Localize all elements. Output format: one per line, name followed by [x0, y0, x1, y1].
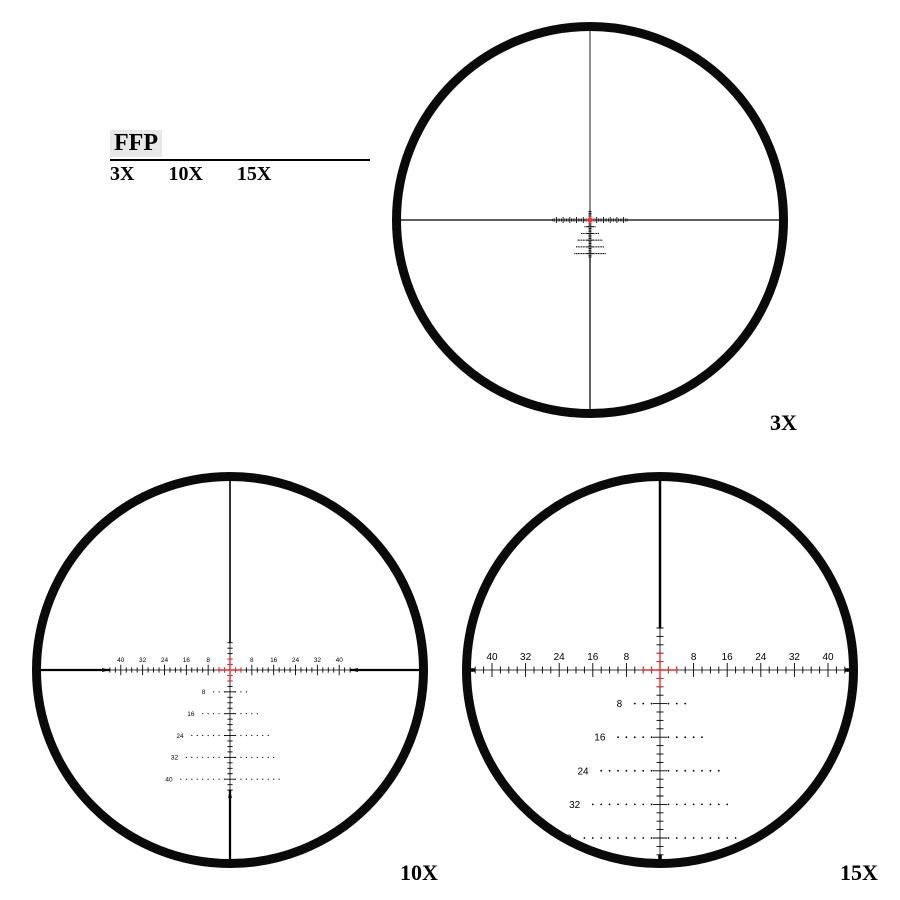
svg-text:16: 16: [594, 733, 606, 744]
svg-text:40: 40: [336, 657, 344, 664]
svg-text:16: 16: [187, 711, 195, 718]
svg-text:32: 32: [139, 657, 147, 664]
scope-label-10x: 10X: [400, 860, 438, 886]
scope-3x: 3X: [390, 20, 790, 420]
ffp-item: 3X: [110, 163, 134, 186]
svg-text:40: 40: [117, 657, 125, 664]
svg-text:32: 32: [569, 800, 581, 811]
ffp-items: 3X 10X 15X: [110, 159, 370, 186]
scope-label-15x: 15X: [840, 860, 878, 886]
svg-text:32: 32: [520, 652, 532, 663]
svg-text:8: 8: [206, 657, 210, 664]
svg-text:24: 24: [577, 766, 589, 777]
svg-text:24: 24: [554, 652, 566, 663]
svg-text:8: 8: [691, 652, 697, 663]
svg-text:32: 32: [171, 755, 179, 762]
ffp-legend: FFP 3X 10X 15X: [110, 130, 370, 186]
svg-text:24: 24: [755, 652, 767, 663]
svg-text:16: 16: [183, 657, 191, 664]
ffp-title: FFP: [110, 130, 162, 157]
svg-text:8: 8: [202, 689, 206, 696]
svg-text:16: 16: [587, 652, 599, 663]
scope-10x: 10X881616242432324040816243240: [30, 470, 430, 870]
svg-text:16: 16: [722, 652, 734, 663]
svg-text:8: 8: [617, 699, 623, 710]
svg-text:32: 32: [789, 652, 801, 663]
scope-svg-10x: 8 8 16 16 24 24 32 32 40 40 8 16 24 32 40: [30, 470, 430, 870]
svg-text:16: 16: [270, 657, 278, 664]
svg-text:40: 40: [486, 652, 498, 663]
svg-text:24: 24: [161, 657, 169, 664]
svg-text:24: 24: [292, 657, 300, 664]
scope-label-3x: 3X: [770, 410, 797, 436]
svg-text:8: 8: [250, 657, 254, 664]
scope-svg-15x: 881616242432324040816243240: [460, 470, 860, 870]
ffp-item: 15X: [237, 163, 271, 186]
canvas: FFP 3X 10X 15X 3X 10X 8 8 16 16 24 24 32 32 40 40 8 16 24 3…: [0, 0, 900, 900]
svg-text:32: 32: [314, 657, 322, 664]
ffp-item: 10X: [168, 163, 202, 186]
svg-text:40: 40: [822, 652, 834, 663]
scope-svg-3x: [390, 20, 790, 420]
svg-text:8: 8: [624, 652, 630, 663]
scope-15x: 15X881616242432324040816243240: [460, 470, 860, 870]
svg-text:40: 40: [165, 776, 173, 783]
svg-text:24: 24: [176, 733, 184, 740]
